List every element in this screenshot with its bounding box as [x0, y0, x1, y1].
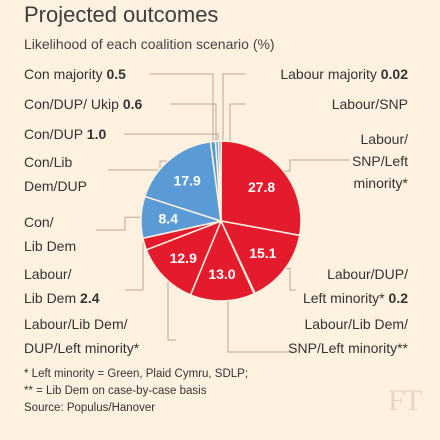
source-note: Source: Populus/Hanover: [24, 402, 156, 414]
leader-line: [282, 268, 296, 291]
slice-value-label: 27.8: [248, 179, 275, 195]
label-con-dup: Con/DUP 1.0: [24, 126, 107, 142]
leader-line: [221, 73, 246, 144]
slice-value-label: 17.9: [174, 172, 201, 188]
label-labour-majority: Labour majority 0.02: [280, 66, 408, 82]
leader-line: [280, 159, 350, 172]
label-con-dup-ukip: Con/DUP/ Ukip 0.6: [24, 96, 143, 112]
leader-line: [125, 242, 147, 291]
slice-value-labels: 27.8 15.1 13.0 12.9 8.4 17.9: [159, 172, 277, 281]
leader-line: [170, 103, 218, 144]
leader-line: [150, 73, 220, 144]
label-labour-libdem-dup-left: Labour/Lib Dem/ DUP/Left minority*: [24, 316, 140, 356]
slice-value-label: 12.9: [170, 250, 197, 266]
pie-slice: [220, 140, 302, 237]
slice-value-label: 13.0: [208, 266, 235, 282]
label-con-libdem-dup: Con/Lib Dem/DUP: [24, 154, 88, 194]
chart-title: Projected outcomes: [24, 2, 219, 27]
footnote-lib-dem: ** = Lib Dem on case-by-case basis: [24, 385, 207, 397]
label-labour-dup-left: Labour/DUP/ Left minority* 0.2: [302, 266, 408, 306]
pie-slice: [143, 140, 222, 223]
label-labour-libdem-snp-left: Labour/Lib Dem/ SNP/Left minority**: [288, 316, 408, 356]
pie-slice: [219, 220, 301, 295]
leader-line: [96, 216, 144, 231]
chart-subtitle: Likelihood of each coalition scenario (%…: [24, 36, 275, 52]
label-con-majority: Con majority 0.5: [24, 66, 126, 82]
label-labour-libdem: Labour/ Lib Dem 2.4: [24, 266, 100, 306]
label-con-libdem: Con/ Lib Dem: [24, 214, 77, 254]
leader-line: [108, 160, 172, 171]
leader-line: [222, 298, 296, 353]
ft-logo: FT: [388, 384, 422, 417]
leader-line: [221, 103, 246, 144]
pie-slice: [217, 140, 222, 222]
footnote-left-minority: * Left minority = Green, Plaid Cymru, SD…: [24, 368, 249, 380]
slice-value-label: 8.4: [159, 210, 179, 226]
footnotes: * Left minority = Green, Plaid Cymru, SD…: [24, 366, 248, 417]
slice-value-label: 15.1: [249, 245, 276, 261]
pie-slice: [189, 219, 256, 302]
label-labour-snp-left: Labour/ SNP/Left minority*: [351, 131, 408, 191]
pie-slices: [140, 140, 302, 302]
pie-slice: [145, 219, 223, 296]
leader-line: [124, 133, 219, 144]
label-labour-snp: Labour/SNP: [331, 96, 408, 112]
